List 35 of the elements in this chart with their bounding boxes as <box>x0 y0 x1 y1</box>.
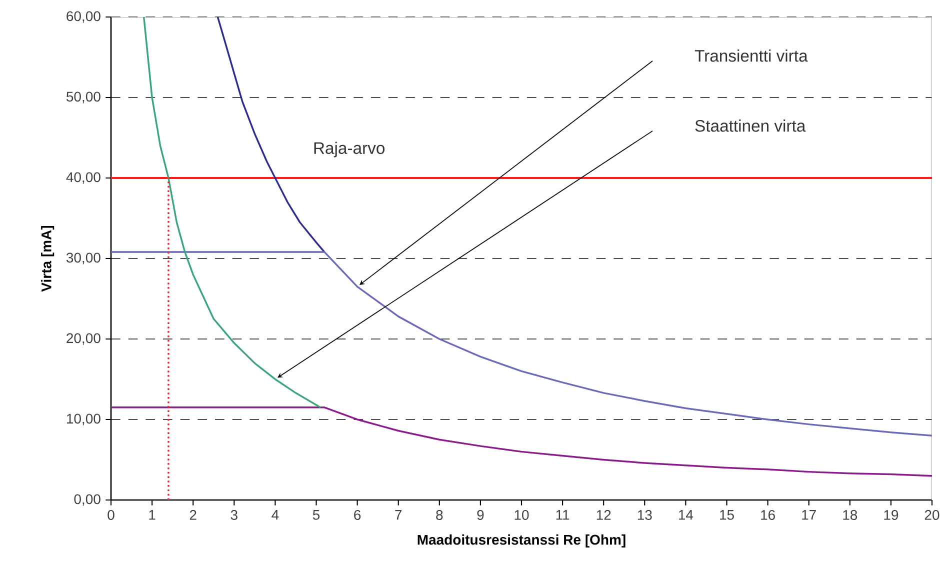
y-tick-label: 60,00 <box>66 11 100 23</box>
y-axis-title: Virta [mA] <box>41 226 54 292</box>
x-tick-label: 0 <box>108 510 114 520</box>
y-tick-label: 40,00 <box>66 172 100 184</box>
x-tick-label: 11 <box>556 510 570 520</box>
x-tick-label: 6 <box>354 510 361 520</box>
x-tick-label: 14 <box>678 510 694 520</box>
x-tick-label: 1 <box>149 510 156 520</box>
x-tick-label: 10 <box>514 510 529 520</box>
x-tick-label: 15 <box>720 510 734 520</box>
x-tick-label: 3 <box>230 510 238 520</box>
line-series <box>111 406 932 477</box>
x-tick-label: 17 <box>802 510 816 520</box>
x-tick-label: 13 <box>638 510 652 520</box>
ref-line-label: Raja-arvo <box>314 142 385 158</box>
x-tick-label: 8 <box>436 510 443 520</box>
x-tick-label: 12 <box>596 510 611 520</box>
x-tick-label: 19 <box>884 510 898 520</box>
x-tick-label: 20 <box>924 510 940 520</box>
y-tick-label: 50,00 <box>66 92 100 104</box>
line-series <box>111 251 932 436</box>
y-tick-label: 10,00 <box>66 414 100 426</box>
x-tick-label: 2 <box>190 510 196 520</box>
y-tick-label: 30,00 <box>66 252 100 264</box>
x-tick-label: 18 <box>843 510 858 520</box>
x-tick-label: 16 <box>761 510 775 520</box>
x-tick-label: 9 <box>477 510 484 520</box>
y-tick-label: 0,00 <box>74 494 100 506</box>
x-tick-label: 5 <box>312 510 320 520</box>
annotation: Staattinen virta <box>695 120 806 132</box>
x-axis-title: Maadoitusresistanssi Re [Ohm] <box>418 534 626 548</box>
y-tick-label: 20,00 <box>66 333 100 345</box>
x-tick-label: 7 <box>395 510 402 520</box>
annotation: Transientti virta <box>694 50 808 62</box>
x-tick-label: 4 <box>272 510 279 520</box>
